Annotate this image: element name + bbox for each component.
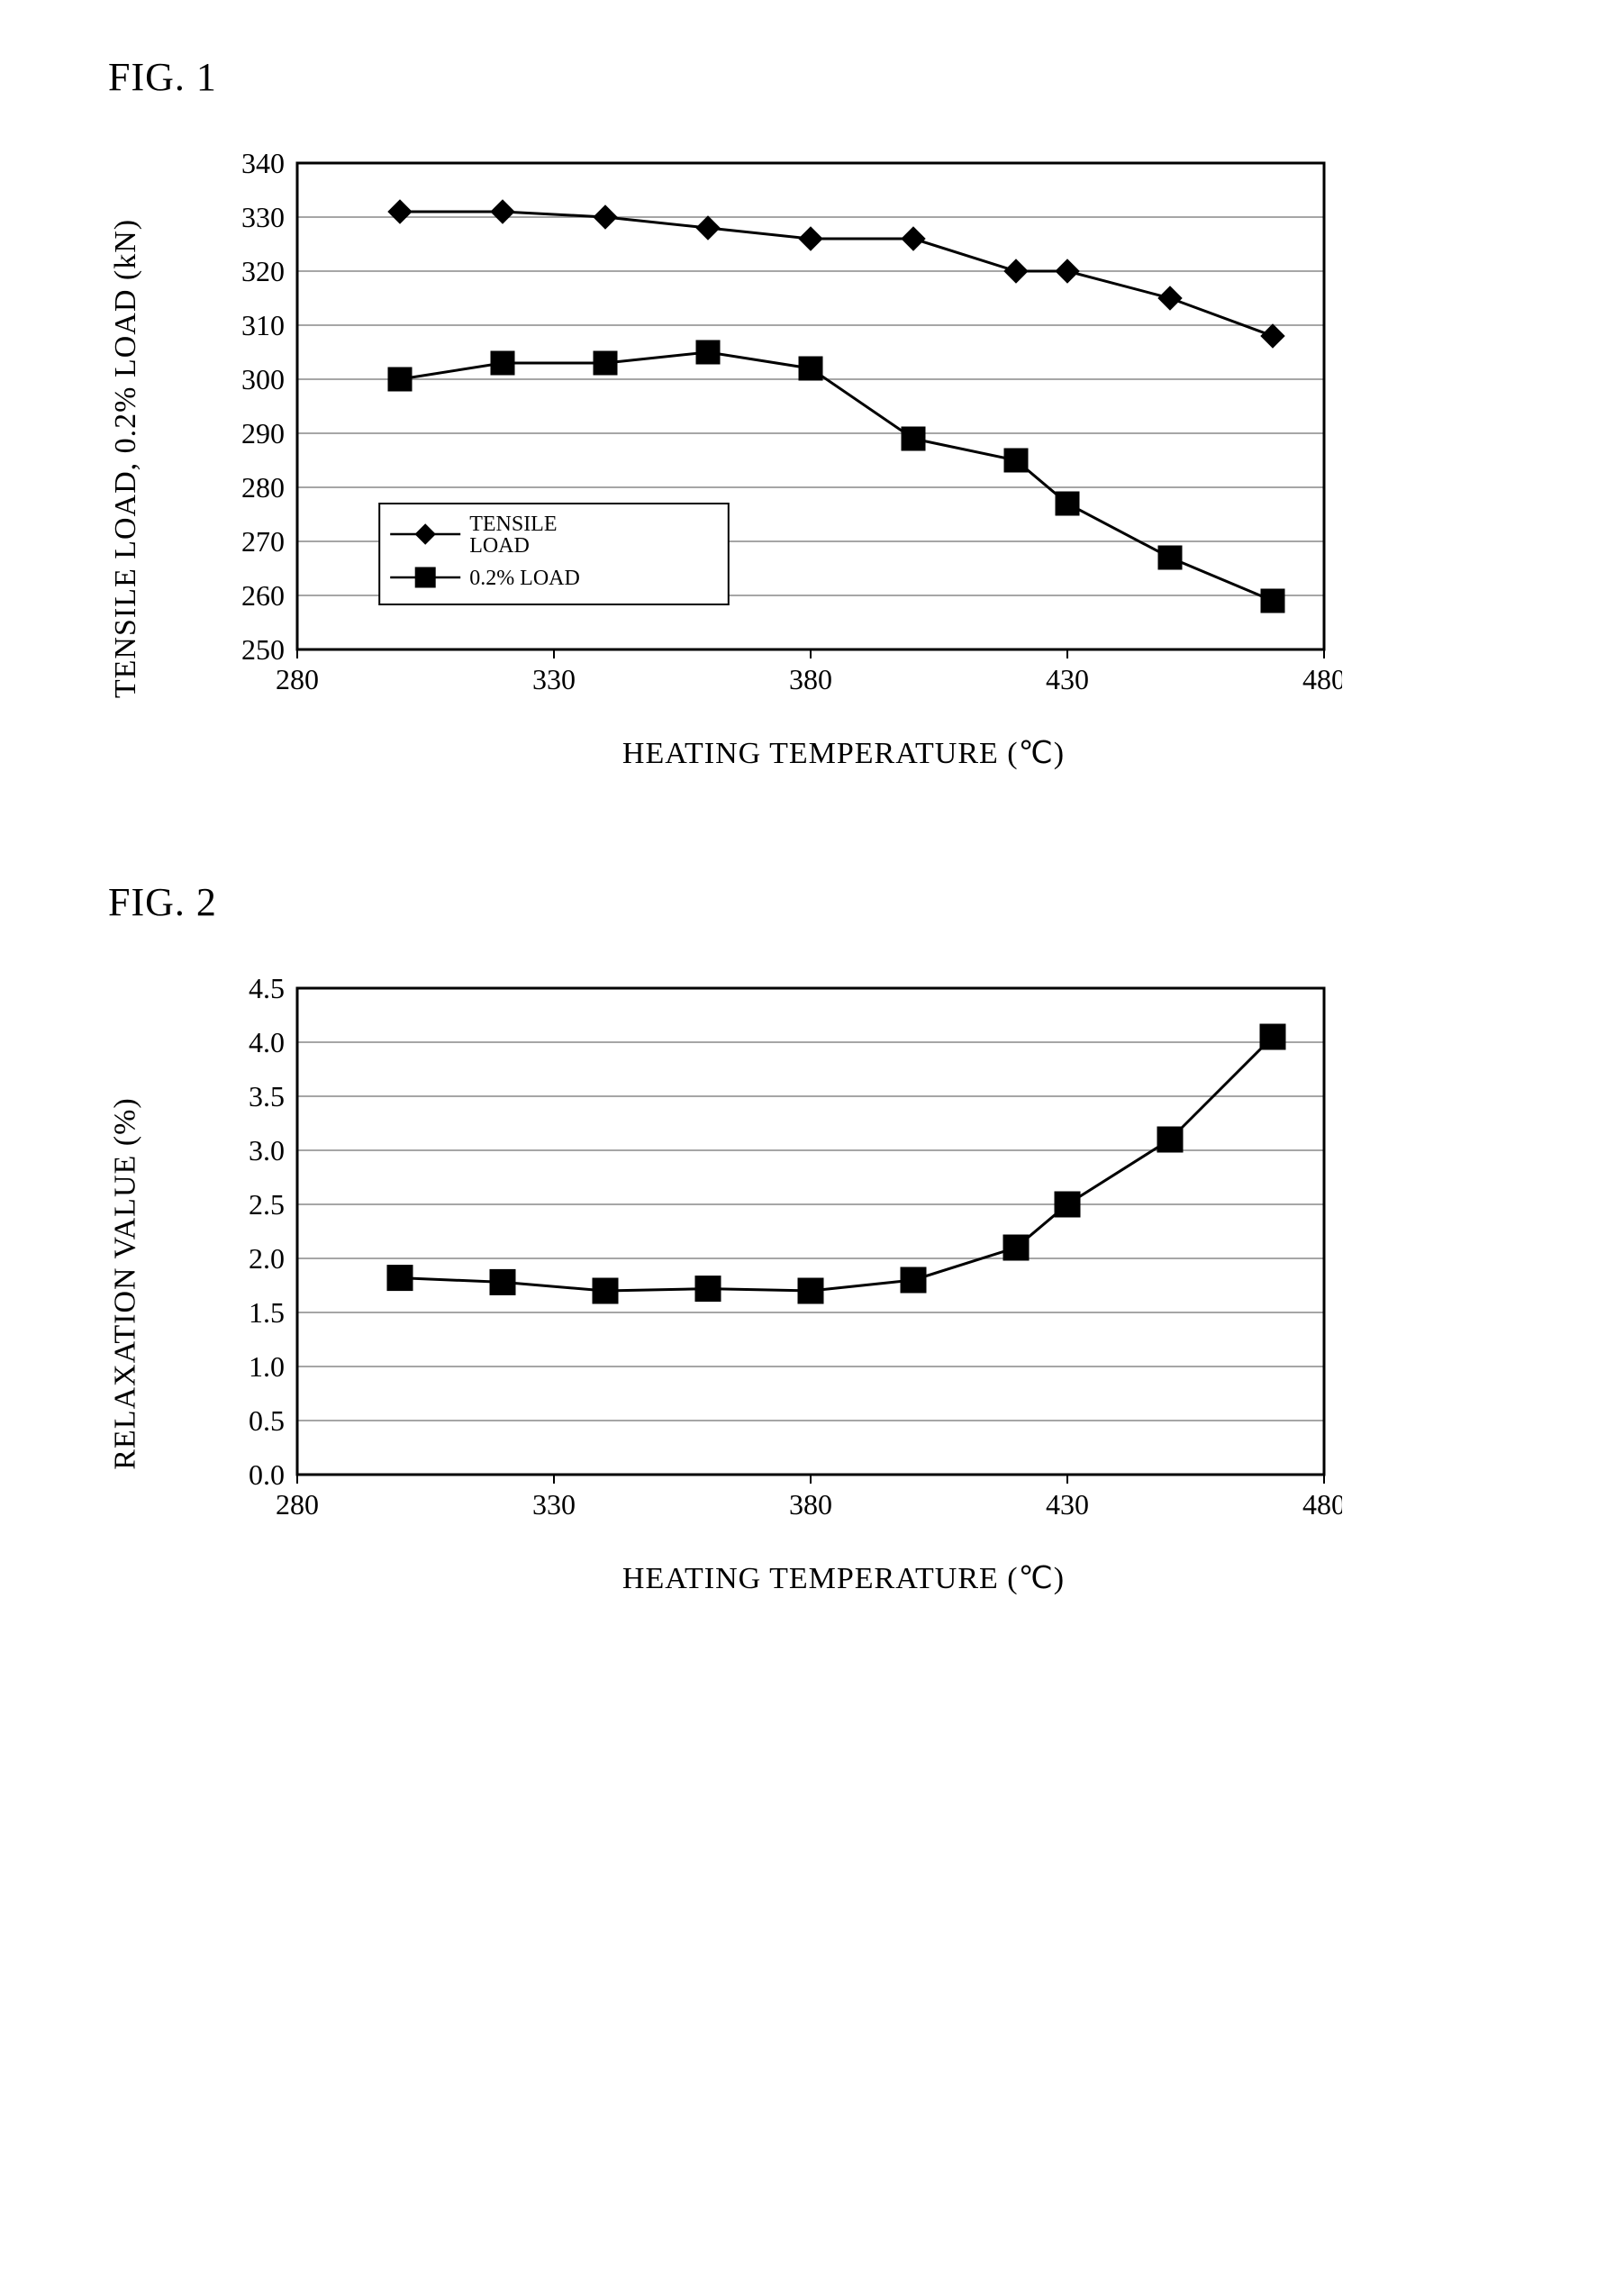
data-marker: [593, 1278, 618, 1303]
y-tick-label: 250: [241, 633, 285, 666]
y-axis-label: TENSILE LOAD, 0.2% LOAD (kN): [109, 218, 143, 697]
y-axis-label: RELAXATION VALUE (%): [109, 1097, 143, 1469]
data-marker: [1003, 1235, 1029, 1260]
legend-label: TENSILE: [469, 513, 557, 536]
y-tick-label: 1.0: [249, 1350, 285, 1383]
data-marker: [798, 1278, 823, 1303]
y-tick-label: 1.5: [249, 1296, 285, 1329]
chart-svg: 0.0 0.5 1.0 1.5 2.0 2.5 3.0 3.5 4.0 4.5 280 330 380 4…: [207, 970, 1342, 1529]
figure-label: FIG. 2: [108, 879, 1552, 925]
y-tick-label: 0.0: [249, 1458, 285, 1491]
legend: TENSILELOAD 0.2% LOAD: [379, 504, 729, 604]
data-marker: [1056, 492, 1079, 515]
y-tick-label: 300: [241, 363, 285, 395]
figure-block: FIG. 1 TENSILE LOAD, 0.2% LOAD (kN) 250 260…: [72, 54, 1552, 771]
data-marker: [388, 368, 412, 391]
y-tick-label: 0.5: [249, 1404, 285, 1437]
chart-svg: 250 260 270 280 290 300 310 320 330 340 280 330 380 4…: [207, 145, 1342, 704]
data-marker: [902, 427, 925, 450]
figure-block: FIG. 2 RELAXATION VALUE (%) 0.0 0.5 1.0 1.5 2.…: [72, 879, 1552, 1596]
x-tick-label: 430: [1046, 663, 1089, 695]
data-marker: [1055, 1192, 1080, 1217]
x-tick-label: 380: [789, 663, 832, 695]
y-tick-label: 330: [241, 201, 285, 233]
data-marker: [1157, 1127, 1183, 1152]
data-marker: [696, 340, 720, 364]
x-axis-label: HEATING TEMPERATURE (℃): [207, 1560, 1480, 1596]
y-tick-label: 2.5: [249, 1188, 285, 1221]
data-marker: [1260, 1024, 1285, 1049]
data-marker: [901, 1267, 926, 1293]
x-tick-label: 280: [276, 1488, 319, 1521]
data-marker: [491, 351, 514, 375]
figure-label: FIG. 1: [108, 54, 1552, 100]
data-marker: [1158, 546, 1182, 569]
legend-label: 0.2% LOAD: [469, 567, 580, 590]
chart-wrap: TENSILE LOAD, 0.2% LOAD (kN)250260270280…: [207, 145, 1480, 771]
y-tick-label: 3.0: [249, 1134, 285, 1167]
x-tick-label: 330: [532, 1488, 576, 1521]
y-tick-label: 280: [241, 471, 285, 504]
x-tick-label: 330: [532, 663, 576, 695]
x-tick-label: 480: [1302, 1488, 1342, 1521]
data-marker: [387, 1266, 413, 1291]
legend-label: LOAD: [469, 534, 530, 558]
data-marker: [799, 357, 822, 380]
y-tick-label: 3.5: [249, 1080, 285, 1112]
data-marker: [594, 351, 617, 375]
y-tick-label: 340: [241, 147, 285, 179]
y-tick-label: 270: [241, 525, 285, 558]
y-tick-label: 4.0: [249, 1026, 285, 1058]
x-tick-label: 280: [276, 663, 319, 695]
data-marker: [490, 1269, 515, 1294]
data-marker: [1261, 589, 1284, 613]
x-tick-label: 380: [789, 1488, 832, 1521]
y-tick-label: 2.0: [249, 1242, 285, 1275]
x-tick-label: 480: [1302, 663, 1342, 695]
x-tick-label: 430: [1046, 1488, 1089, 1521]
x-axis-label: HEATING TEMPERATURE (℃): [207, 735, 1480, 771]
y-tick-label: 4.5: [249, 972, 285, 1004]
y-tick-label: 320: [241, 255, 285, 287]
data-marker: [695, 1276, 721, 1302]
chart-wrap: RELAXATION VALUE (%)0.00.51.01.52.02.53.…: [207, 970, 1480, 1596]
data-marker: [1004, 449, 1028, 472]
y-tick-label: 290: [241, 417, 285, 449]
y-tick-label: 310: [241, 309, 285, 341]
y-tick-label: 260: [241, 579, 285, 612]
